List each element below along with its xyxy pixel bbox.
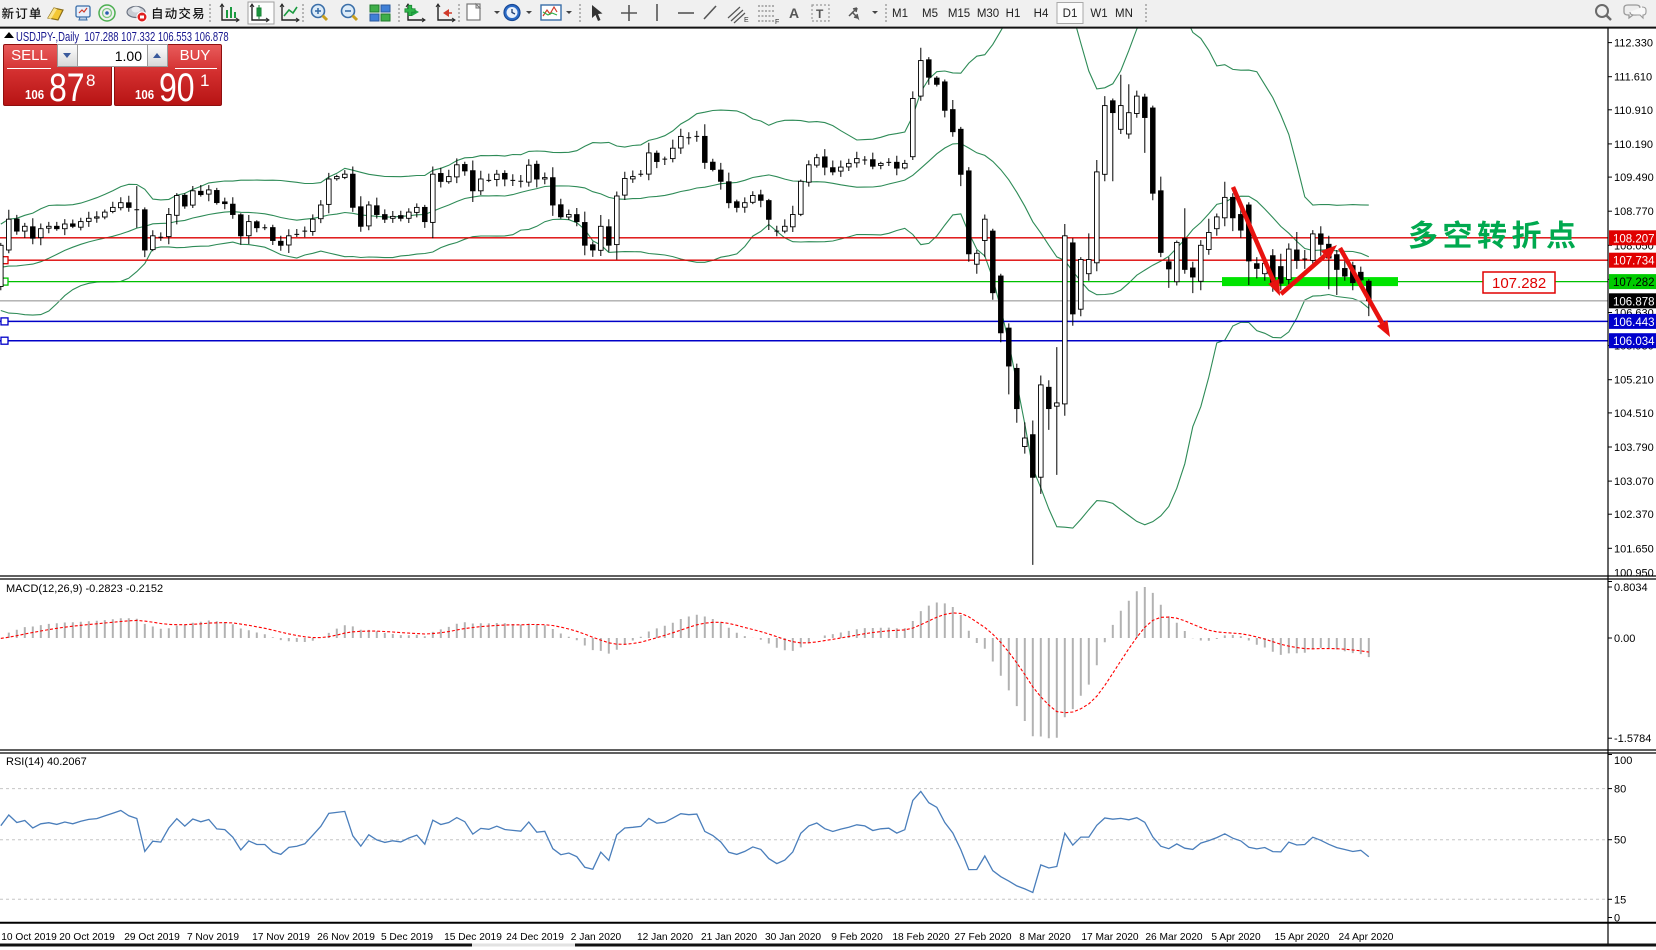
svg-text:8 Mar 2020: 8 Mar 2020 <box>1019 932 1071 943</box>
svg-text:80: 80 <box>1614 784 1626 796</box>
svg-text:18 Feb 2020: 18 Feb 2020 <box>892 932 950 943</box>
svg-text:106.443: 106.443 <box>1613 317 1655 329</box>
svg-text:110.910: 110.910 <box>1614 105 1653 117</box>
svg-text:101.650: 101.650 <box>1614 543 1654 555</box>
svg-text:20 Oct 2019: 20 Oct 2019 <box>59 932 115 943</box>
svg-text:108.207: 108.207 <box>1613 233 1655 245</box>
svg-text:104.510: 104.510 <box>1614 408 1654 420</box>
svg-text:29 Oct 2019: 29 Oct 2019 <box>124 932 180 943</box>
svg-text:7 Nov 2019: 7 Nov 2019 <box>187 932 239 943</box>
svg-text:E: E <box>744 17 749 24</box>
svg-text:21 Jan 2020: 21 Jan 2020 <box>701 932 757 943</box>
svg-text:24 Dec 2019: 24 Dec 2019 <box>506 932 564 943</box>
svg-text:5 Dec 2019: 5 Dec 2019 <box>381 932 433 943</box>
svg-text:0.00: 0.00 <box>1614 633 1635 645</box>
svg-text:M30: M30 <box>977 8 999 20</box>
svg-text:26 Mar 2020: 26 Mar 2020 <box>1145 932 1203 943</box>
svg-text:109.490: 109.490 <box>1614 172 1654 184</box>
svg-text:0: 0 <box>1614 913 1620 925</box>
svg-text:15 Apr 2020: 15 Apr 2020 <box>1275 932 1330 943</box>
svg-text:103.070: 103.070 <box>1614 476 1654 488</box>
svg-text:30 Jan 2020: 30 Jan 2020 <box>765 932 821 943</box>
svg-text:MACD(12,26,9) -0.2823 -0.2152: MACD(12,26,9) -0.2823 -0.2152 <box>6 583 163 595</box>
svg-text:106.034: 106.034 <box>1613 336 1655 348</box>
svg-text:10 Oct 2019: 10 Oct 2019 <box>1 932 57 943</box>
svg-text:9 Feb 2020: 9 Feb 2020 <box>831 932 883 943</box>
svg-text:0.8034: 0.8034 <box>1614 582 1648 594</box>
svg-text:112.330: 112.330 <box>1614 38 1653 50</box>
svg-text:103.790: 103.790 <box>1614 442 1654 454</box>
svg-text:107.282: 107.282 <box>1613 277 1655 289</box>
svg-text:T: T <box>816 7 824 21</box>
svg-text:50: 50 <box>1614 835 1626 847</box>
svg-text:15 Dec 2019: 15 Dec 2019 <box>444 932 502 943</box>
svg-text:110.190: 110.190 <box>1614 139 1653 151</box>
svg-text:24 Apr 2020: 24 Apr 2020 <box>1339 932 1394 943</box>
svg-text:102.370: 102.370 <box>1614 509 1654 521</box>
svg-text:106.878: 106.878 <box>1613 296 1655 308</box>
svg-text:A: A <box>789 5 799 21</box>
svg-text:107.734: 107.734 <box>1613 256 1655 268</box>
svg-text:108.770: 108.770 <box>1614 206 1654 218</box>
svg-text:5 Apr 2020: 5 Apr 2020 <box>1211 932 1261 943</box>
svg-text:17 Nov 2019: 17 Nov 2019 <box>252 932 310 943</box>
svg-text:M1: M1 <box>892 8 908 20</box>
svg-text:RSI(14) 40.2067: RSI(14) 40.2067 <box>6 756 87 768</box>
svg-text:100: 100 <box>1614 755 1632 767</box>
svg-text:111.610: 111.610 <box>1614 72 1652 84</box>
svg-text:27 Feb 2020: 27 Feb 2020 <box>954 932 1012 943</box>
svg-text:H1: H1 <box>1006 8 1021 20</box>
svg-text:M15: M15 <box>948 8 970 20</box>
svg-text:D1: D1 <box>1063 8 1078 20</box>
svg-text:107.282: 107.282 <box>1492 275 1546 292</box>
svg-text:100.950: 100.950 <box>1614 568 1654 580</box>
svg-text:H4: H4 <box>1034 8 1049 20</box>
svg-text:M5: M5 <box>922 8 938 20</box>
svg-text:F: F <box>775 19 779 26</box>
svg-text:W1: W1 <box>1090 8 1107 20</box>
svg-text:2 Jan 2020: 2 Jan 2020 <box>571 932 622 943</box>
svg-text:17 Mar 2020: 17 Mar 2020 <box>1081 932 1139 943</box>
svg-text:15: 15 <box>1614 894 1626 906</box>
svg-text:12 Jan 2020: 12 Jan 2020 <box>637 932 693 943</box>
svg-text:MN: MN <box>1115 8 1133 20</box>
svg-text:-1.5784: -1.5784 <box>1614 733 1651 745</box>
svg-text:26 Nov 2019: 26 Nov 2019 <box>317 932 375 943</box>
svg-text:105.210: 105.210 <box>1614 375 1654 387</box>
